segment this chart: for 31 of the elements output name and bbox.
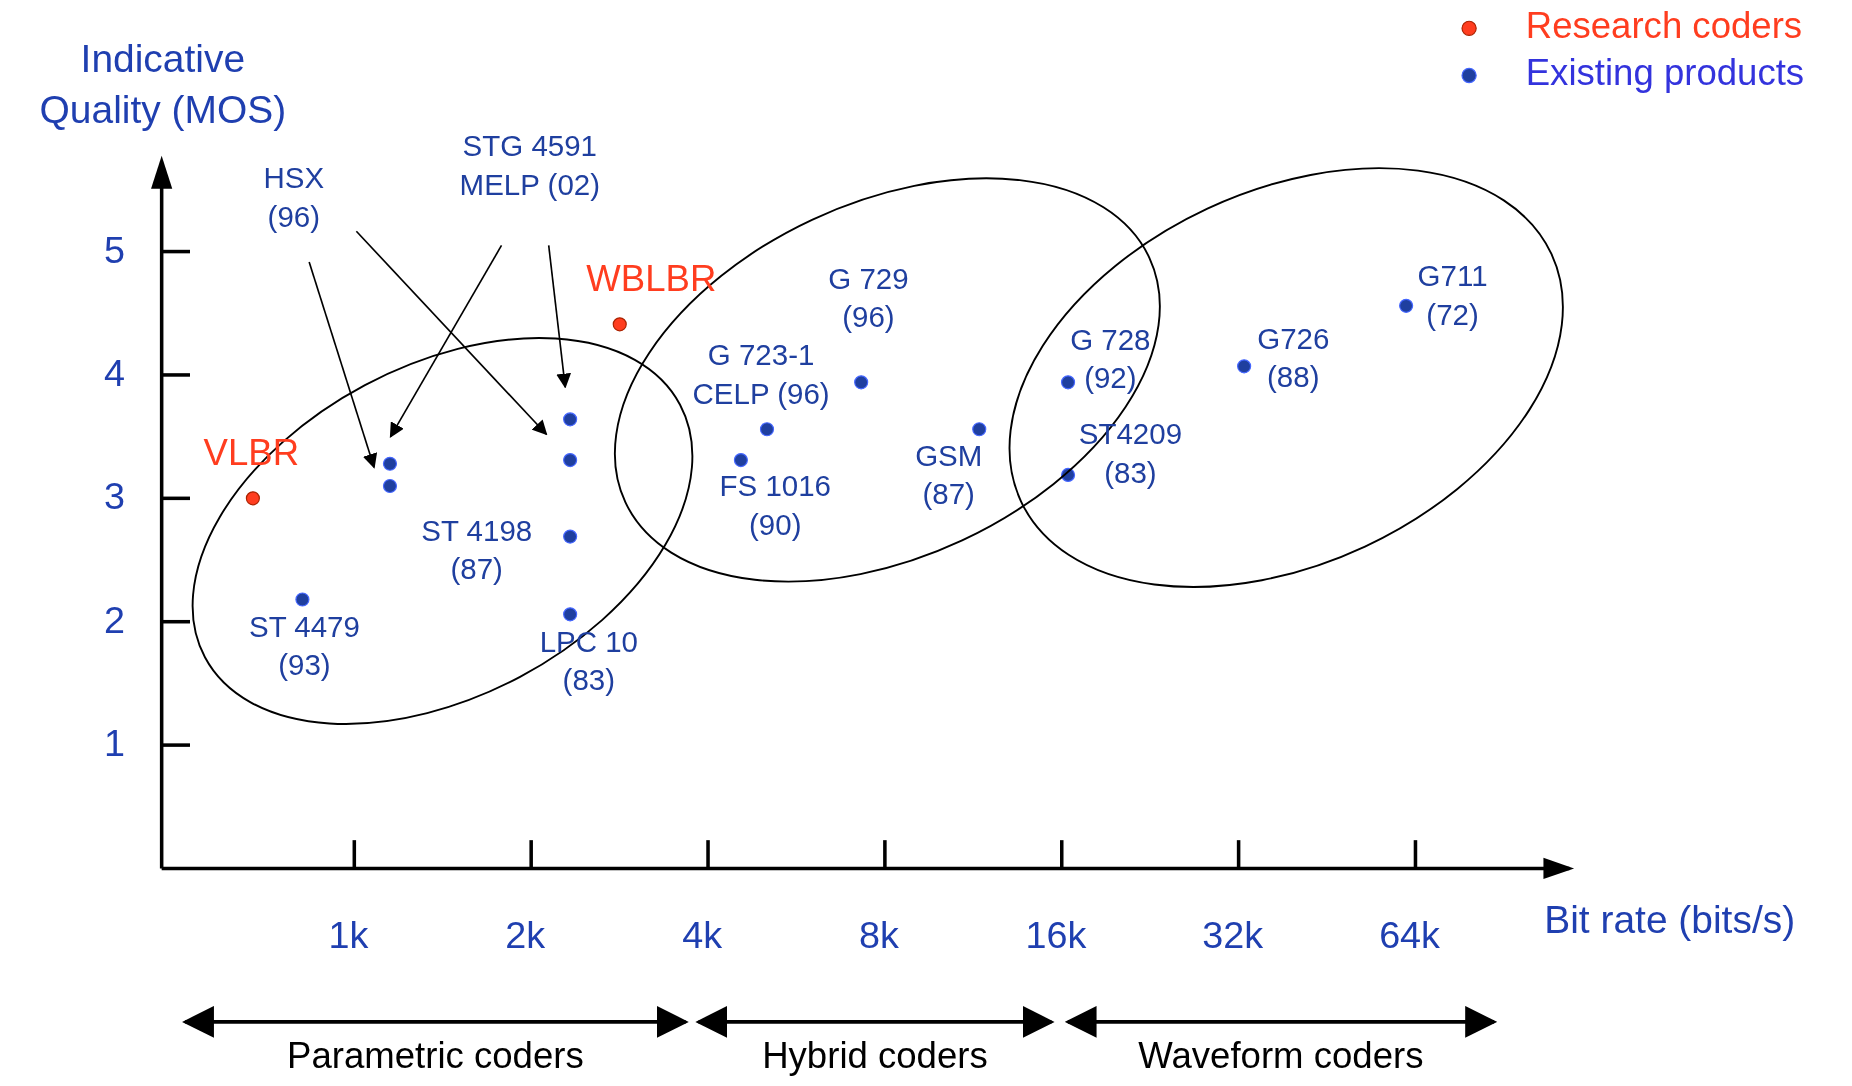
annotation: ST 4479 (93) <box>248 609 360 681</box>
annotation: ST 4198 (87) <box>421 513 533 586</box>
annotation: HSX (96) <box>263 161 325 233</box>
y-tick-label: 4 <box>103 352 125 395</box>
annotation: G 728 (92) <box>1070 322 1151 395</box>
annotation: G726 (88) <box>1257 321 1330 393</box>
legend-label: Research coders <box>1525 4 1803 46</box>
y-tick-label: 3 <box>103 475 125 518</box>
annotation: G711 (72) <box>1417 258 1488 331</box>
x-axis-title: Bit rate (bits/s) <box>1544 898 1796 942</box>
x-tick-label: 1k <box>328 913 369 956</box>
text: Parametric coders <box>287 1034 584 1076</box>
y-tick-label: 5 <box>103 228 125 271</box>
text: Hybrid coders <box>762 1034 988 1076</box>
y-tick-label: 2 <box>103 598 125 641</box>
annotation: WBLBR <box>586 257 717 299</box>
y-tick-label: 1 <box>103 722 125 765</box>
annotation: G 723-1 CELP (96) <box>692 338 830 410</box>
annotation: G 729 (96) <box>828 261 909 333</box>
x-tick-label: 16k <box>1025 913 1087 956</box>
y-axis-title: Indicative Quality (MOS) <box>39 37 287 131</box>
x-tick-label: 32k <box>1202 913 1264 956</box>
x-tick-label: 8k <box>859 913 900 956</box>
text: Waveform coders <box>1138 1034 1424 1076</box>
x-tick-label: 2k <box>505 913 546 956</box>
x-tick-label: 4k <box>682 913 723 956</box>
x-tick-label: 64k <box>1379 913 1441 956</box>
annotation: FS 1016 (90) <box>719 469 831 541</box>
legend-label: Existing products <box>1525 52 1805 94</box>
annotation: GSM (87) <box>915 438 983 510</box>
annotation: STG 4591 MELP (02) <box>459 129 601 201</box>
